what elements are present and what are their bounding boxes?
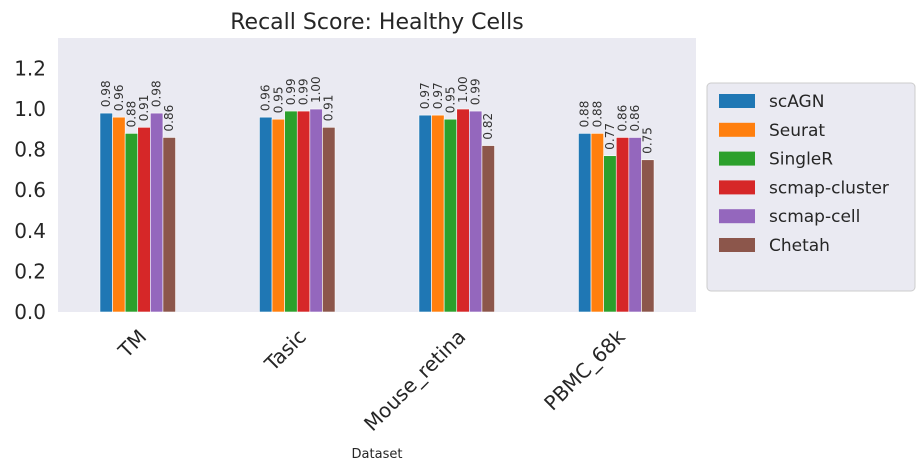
- bar-scmap-cluster-tasic: [296, 110, 311, 313]
- bars: 0.980.960.880.910.980.860.960.950.990.99…: [99, 76, 655, 313]
- data-label: 0.95: [443, 86, 457, 113]
- legend-box: [706, 82, 916, 292]
- legend-entry: scmap-cluster: [769, 178, 889, 198]
- x-tick-label: TM: [113, 325, 152, 364]
- legend-swatch: [719, 94, 755, 108]
- y-tick-label: 0.4: [14, 219, 46, 243]
- data-label: 0.99: [297, 78, 311, 105]
- y-tick-label: 0.8: [14, 138, 46, 162]
- bar-singler-tasic: [284, 110, 298, 313]
- legend-swatch: [719, 238, 755, 252]
- data-label: 0.88: [578, 101, 592, 128]
- y-tick-label: 0.2: [14, 259, 46, 283]
- data-label: 0.86: [162, 105, 176, 132]
- bar-chetah-tm: [162, 137, 176, 313]
- legend-entry: Seurat: [769, 121, 825, 141]
- bar-singler-mouse-retina: [443, 118, 458, 313]
- data-label: 0.98: [99, 80, 113, 107]
- x-tick-label: Tasic: [259, 325, 311, 377]
- data-label: 0.77: [603, 123, 617, 150]
- data-label: 0.99: [284, 78, 298, 105]
- data-label: 0.96: [112, 84, 126, 111]
- bar-seurat-mouse-retina: [431, 114, 445, 313]
- data-label: 0.86: [628, 105, 642, 132]
- data-label: 0.97: [418, 82, 432, 109]
- data-label: 1.00: [456, 76, 470, 103]
- bar-scmap-cluster-tm: [137, 127, 151, 313]
- data-label: 0.86: [616, 105, 630, 132]
- y-tick-label: 1.2: [14, 56, 46, 80]
- data-label: 0.88: [590, 101, 604, 128]
- bar-scagn-mouse-retina: [418, 114, 432, 313]
- data-label: 0.91: [322, 95, 336, 122]
- bar-chetah-tasic: [322, 127, 336, 313]
- chart-title: Recall Score: Healthy Cells: [230, 10, 524, 35]
- legend-entry: Chetah: [769, 236, 830, 256]
- bar-singler-tm: [124, 133, 139, 313]
- x-tick-label: Mouse_retina: [359, 325, 470, 436]
- data-label: 1.00: [309, 76, 323, 103]
- data-label: 0.96: [259, 84, 273, 111]
- data-label: 0.97: [431, 82, 445, 109]
- data-label: 0.88: [124, 101, 138, 128]
- bar-seurat-pbmc-68k: [590, 133, 604, 313]
- bar-scmap-cell-tasic: [309, 108, 323, 313]
- legend-swatch: [719, 180, 755, 195]
- x-axis: TM Tasic Mouse_retina PBMC_68k: [113, 324, 630, 436]
- bar-scagn-tasic: [259, 116, 273, 313]
- bar-chetah-pbmc-68k: [641, 159, 655, 313]
- data-label: 0.91: [137, 95, 151, 122]
- bar-seurat-tasic: [271, 118, 285, 313]
- bar-scmap-cell-mouse-retina: [469, 110, 483, 313]
- legend-entry: scAGN: [769, 92, 824, 112]
- bar-scagn-tm: [99, 112, 113, 313]
- data-label: 0.75: [641, 127, 655, 154]
- bar-scmap-cluster-mouse-retina: [456, 108, 470, 313]
- bar-scmap-cell-pbmc-68k: [628, 137, 642, 313]
- data-label: 0.98: [150, 80, 164, 107]
- bar-scagn-pbmc-68k: [578, 133, 592, 313]
- data-label: 0.82: [481, 113, 495, 140]
- legend-swatch: [719, 209, 755, 224]
- legend-entry: SingleR: [769, 150, 833, 170]
- y-axis: 0.0 0.2 0.4 0.6 0.8 1.0 1.2: [14, 56, 46, 324]
- bar-singler-pbmc-68k: [603, 155, 617, 313]
- bar-scmap-cell-tm: [150, 112, 164, 313]
- data-label: 0.95: [271, 86, 285, 113]
- legend: scAGN Seurat SingleR scmap-cluster scmap-cel…: [706, 82, 916, 292]
- bar-seurat-tm: [112, 116, 126, 313]
- legend-entry: scmap-cell: [769, 207, 860, 227]
- y-tick-label: 0.6: [14, 178, 46, 202]
- x-axis-label: Dataset: [352, 447, 403, 462]
- bar-scmap-cluster-pbmc-68k: [615, 137, 630, 313]
- legend-swatch: [719, 151, 755, 166]
- y-tick-label: 1.0: [14, 97, 46, 121]
- x-tick-label: PBMC_68k: [539, 324, 630, 415]
- bar-chetah-mouse-retina: [481, 145, 495, 313]
- y-tick-label: 0.0: [14, 300, 46, 324]
- data-label: 0.99: [469, 78, 483, 105]
- legend-swatch: [719, 122, 755, 137]
